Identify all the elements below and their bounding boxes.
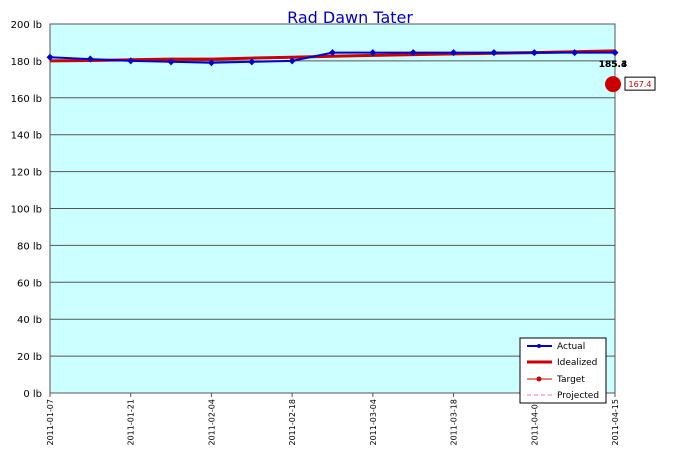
actual-point: [369, 49, 377, 57]
legend-box: [519, 337, 607, 404]
actual-point: [248, 58, 256, 66]
actual-point: [611, 49, 619, 57]
chart-title: Rad Dawn Tater: [287, 8, 413, 27]
x-axis-ticks: 2011-01-07 2011-01-21 2011-02-04 2011-02-18…: [46, 393, 620, 446]
y-tick-label: 120 lb: [11, 168, 42, 179]
x-tick-label: 2011-03-04: [369, 399, 378, 446]
legend-projected-label: Projected: [557, 391, 599, 401]
x-tick-label: 2011-01-07: [46, 399, 55, 446]
x-tick-label: 2011-02-04: [207, 399, 216, 446]
actual-point: [46, 53, 54, 61]
legend-target-marker: [536, 376, 542, 382]
legend-actual-label: Actual: [557, 342, 585, 352]
actual-point: [329, 49, 336, 57]
actual-point: [207, 59, 215, 67]
target-label-box: [624, 76, 656, 91]
y-tick-label: 180 lb: [11, 57, 42, 68]
y-tick-label: 60 lb: [17, 278, 42, 289]
y-tick-label: 80 lb: [17, 241, 42, 252]
legend-actual-marker: [537, 344, 541, 348]
gridlines: [50, 23, 615, 394]
target-value-label: 167.4: [629, 80, 652, 89]
actual-point: [530, 49, 538, 57]
y-tick-label: 160 lb: [11, 94, 42, 105]
actual-point: [167, 58, 175, 66]
series-layer: [46, 49, 621, 93]
x-tick-label: 2011-03-18: [450, 399, 459, 446]
actual-point: [409, 49, 417, 57]
y-tick-label: 140 lb: [11, 131, 42, 142]
y-tick-label: 0 lb: [23, 389, 42, 400]
legend-target-label: Target: [556, 375, 585, 385]
end-value-label: 185.4: [599, 60, 627, 70]
x-tick-label: 2011-04-15: [611, 399, 620, 446]
actual-point: [127, 57, 135, 65]
actual-point: [450, 49, 458, 57]
y-tick-label: 200 lb: [11, 20, 42, 31]
actual-point: [86, 55, 94, 63]
actual-point: [490, 49, 498, 57]
actual-point: [571, 49, 579, 57]
x-tick-label: 2011-01-21: [127, 399, 136, 446]
actual-point: [288, 57, 296, 65]
target-point: [605, 76, 621, 93]
end-value-label: 185.3: [599, 60, 627, 70]
y-axis-ticks: 0 lb 20 lb 40 lb 60 lb 80 lb 100 lb 120 lb 140 …: [11, 20, 42, 400]
legend: Actual Idealized Target Projected: [519, 337, 607, 404]
y-tick-label: 20 lb: [17, 352, 42, 363]
y-tick-label: 100 lb: [11, 205, 42, 216]
x-tick-label: 2011-02-18: [288, 399, 297, 446]
x-tick-label: 2011-04-01: [530, 399, 539, 446]
legend-idealized-label: Idealized: [557, 358, 597, 368]
y-tick-label: 40 lb: [17, 315, 42, 326]
